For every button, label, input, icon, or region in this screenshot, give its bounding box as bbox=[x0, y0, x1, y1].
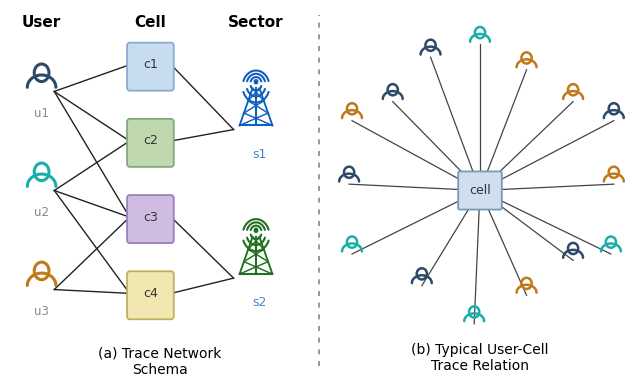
FancyBboxPatch shape bbox=[127, 43, 174, 91]
FancyBboxPatch shape bbox=[458, 171, 502, 210]
Text: User: User bbox=[22, 15, 61, 30]
Text: Sector: Sector bbox=[228, 15, 284, 30]
FancyBboxPatch shape bbox=[127, 271, 174, 319]
Text: u3: u3 bbox=[34, 305, 49, 318]
Text: u2: u2 bbox=[34, 206, 49, 219]
Text: c1: c1 bbox=[143, 58, 158, 71]
Text: c3: c3 bbox=[143, 211, 158, 224]
Text: c4: c4 bbox=[143, 287, 158, 300]
Text: c2: c2 bbox=[143, 134, 158, 147]
Text: (b) Typical User-Cell
Trace Relation: (b) Typical User-Cell Trace Relation bbox=[412, 343, 548, 373]
Circle shape bbox=[254, 228, 258, 232]
Text: s1: s1 bbox=[252, 147, 266, 160]
FancyBboxPatch shape bbox=[127, 119, 174, 167]
Text: Cell: Cell bbox=[134, 15, 166, 30]
Text: (a) Trace Network
Schema: (a) Trace Network Schema bbox=[99, 347, 221, 377]
Text: s2: s2 bbox=[252, 296, 266, 309]
FancyBboxPatch shape bbox=[127, 195, 174, 243]
Text: cell: cell bbox=[469, 184, 491, 197]
Text: u1: u1 bbox=[34, 107, 49, 120]
Circle shape bbox=[254, 80, 258, 84]
